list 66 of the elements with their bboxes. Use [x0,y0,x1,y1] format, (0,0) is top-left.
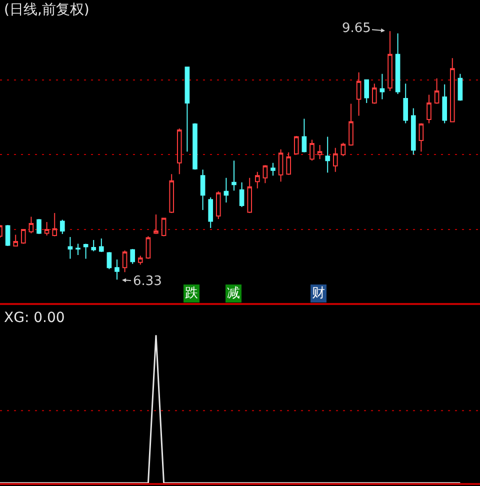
candlestick [52,212,58,237]
candlestick [278,148,284,182]
candlestick [208,196,214,229]
candlestick [91,239,96,252]
candlestick [5,224,10,246]
annotation: 9.65 [342,21,371,36]
text: 跌 [185,286,198,301]
candlestick [224,177,229,204]
candlestick [410,108,416,156]
candlestick [388,30,392,92]
candlestick [395,32,400,95]
candlestick [36,218,42,234]
candlestick [348,103,354,146]
candlestick [286,152,292,176]
candlestick [239,182,244,208]
candlestick [106,251,112,270]
candlestick [169,174,174,214]
candlestick [340,142,346,157]
candlestick [192,122,198,170]
candlestick [130,248,136,264]
candlestick [44,222,50,236]
candlestick [450,58,455,122]
candlestick [310,139,314,162]
candlestick [146,236,151,260]
candlestick [114,258,120,280]
candlestick [28,216,34,234]
candlestick [356,72,362,116]
candlestick [270,162,276,176]
candlestick [458,73,463,102]
candlestick [13,234,18,246]
candlestick [434,78,440,104]
candlestick [76,243,80,256]
chart-title: XG: 0.00 [4,310,65,326]
text: 减 [227,286,240,301]
candlestick [176,128,182,175]
candlestick [247,177,252,214]
candlestick [372,83,377,104]
candlestick [98,238,104,252]
candlestick [380,73,385,100]
candlestick [294,135,299,156]
candlestick [216,190,221,220]
candlestick [317,144,322,160]
candlestick [184,66,190,152]
candlestick [161,218,166,237]
candlestick [262,164,268,184]
candlestick [60,219,65,234]
candlestick [403,83,408,124]
candlestick [200,169,206,211]
candlestick [122,250,128,273]
candlestick [254,171,260,189]
candlestick [232,160,236,192]
candlestick [332,147,338,172]
candlestick [426,94,432,124]
candlestick [302,118,307,153]
candlestick [325,136,330,174]
candlestick [154,214,158,234]
text: 财 [312,286,325,301]
candlestick [442,84,448,124]
candlestick [138,255,143,266]
candlestick [364,79,370,104]
candlestick [68,236,73,260]
chart-title: (日线,前复权) [4,2,90,18]
candlestick [20,229,26,244]
candlestick [418,122,424,152]
candlestick [83,244,88,260]
annotation: 6.33 [133,274,162,289]
